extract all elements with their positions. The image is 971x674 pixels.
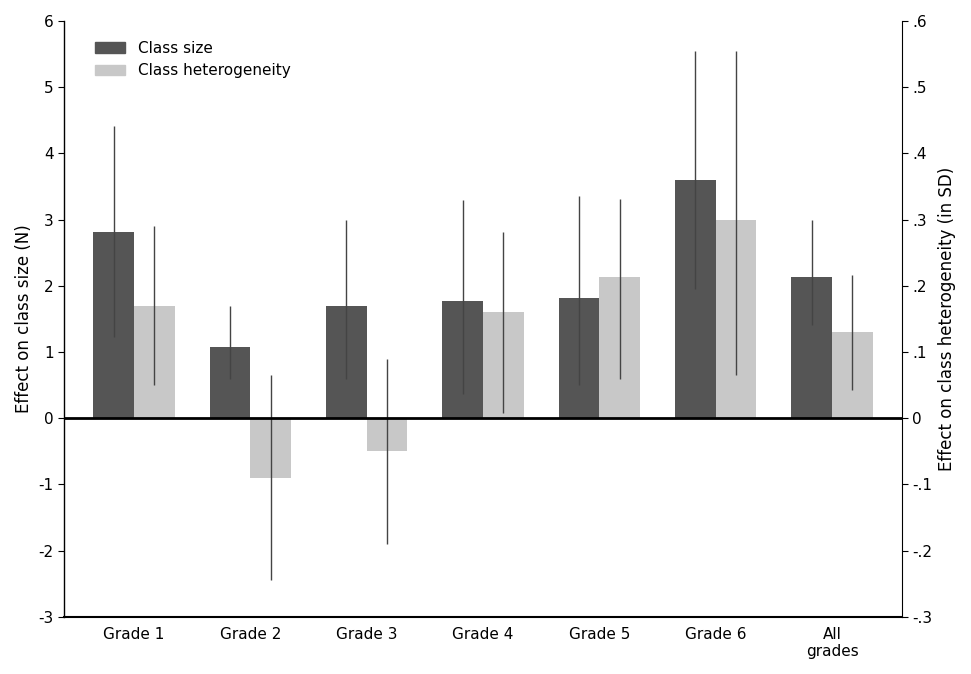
Bar (367, 419, 408, 452)
Bar (675, 180, 716, 419)
Bar (791, 277, 832, 419)
Bar (93, 232, 134, 419)
Bar (558, 298, 599, 419)
Bar (326, 306, 367, 419)
Legend: Class size, Class heterogeneity: Class size, Class heterogeneity (88, 34, 296, 84)
Bar (832, 332, 873, 419)
Bar (599, 277, 640, 419)
Bar (251, 419, 291, 478)
Y-axis label: Effect on class heterogeneity (in SD): Effect on class heterogeneity (in SD) (938, 166, 956, 471)
Bar (210, 347, 251, 419)
Bar (483, 312, 523, 419)
Bar (134, 306, 175, 419)
Bar (716, 220, 756, 419)
Y-axis label: Effect on class size (N): Effect on class size (N) (15, 224, 33, 413)
Bar (443, 301, 483, 419)
